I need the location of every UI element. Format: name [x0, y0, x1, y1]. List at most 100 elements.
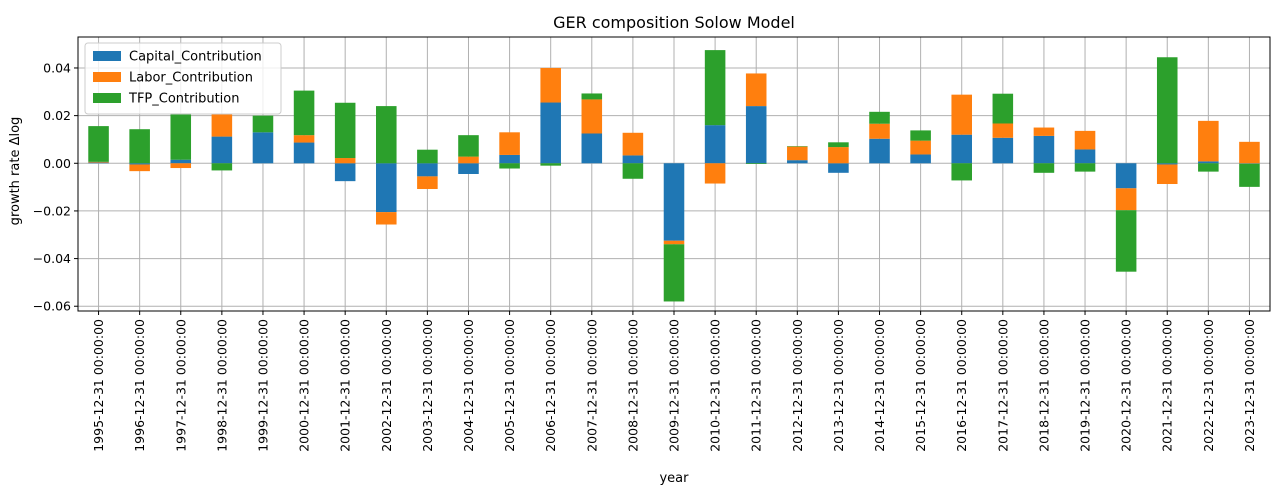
bar-tfp-contribution-2018 — [1034, 163, 1055, 173]
bar-labor-contribution-2020 — [1116, 188, 1137, 210]
x-tick-label: 2007-12-31 00:00:00 — [584, 319, 599, 452]
bar-capital-contribution-2006 — [540, 103, 561, 164]
bar-capital-contribution-2022 — [1198, 161, 1219, 163]
bar-tfp-contribution-2005 — [499, 163, 520, 168]
y-tick-label: −0.04 — [33, 251, 71, 266]
bar-labor-contribution-2011 — [746, 73, 767, 106]
x-tick-label: 2015-12-31 00:00:00 — [913, 319, 928, 452]
legend-swatch-tfp-contribution — [93, 93, 121, 103]
x-axis-label: year — [659, 471, 689, 486]
bar-labor-contribution-2012 — [787, 147, 808, 161]
x-tick-label: 2010-12-31 00:00:00 — [708, 319, 723, 452]
y-tick-label: −0.02 — [33, 203, 71, 218]
chart-title: GER composition Solow Model — [553, 13, 795, 32]
bar-capital-contribution-1998 — [212, 137, 233, 164]
bar-tfp-contribution-2001 — [335, 103, 356, 158]
bar-capital-contribution-2010 — [705, 125, 726, 163]
x-tick-label: 2021-12-31 00:00:00 — [1160, 319, 1175, 452]
bar-capital-contribution-2019 — [1075, 149, 1096, 163]
bar-labor-contribution-2003 — [417, 176, 438, 189]
bar-tfp-contribution-2011 — [746, 163, 767, 164]
bar-capital-contribution-2016 — [951, 135, 972, 164]
bar-labor-contribution-2022 — [1198, 121, 1219, 162]
x-tick-label: 2006-12-31 00:00:00 — [543, 319, 558, 452]
bar-capital-contribution-1997 — [170, 160, 191, 164]
bar-labor-contribution-2002 — [376, 212, 397, 224]
bar-capital-contribution-1996 — [129, 163, 150, 164]
bar-tfp-contribution-2010 — [705, 50, 726, 125]
x-tick-label: 2005-12-31 00:00:00 — [502, 319, 517, 452]
y-tick-label: −0.06 — [33, 299, 71, 314]
y-axis-label: growth rate Δlog — [8, 117, 23, 226]
bar-labor-contribution-2007 — [582, 99, 603, 133]
bar-labor-contribution-1997 — [170, 163, 191, 168]
bar-capital-contribution-2008 — [623, 155, 644, 163]
bar-capital-contribution-2004 — [458, 163, 479, 174]
bar-labor-contribution-2018 — [1034, 128, 1055, 136]
bar-labor-contribution-1995 — [88, 162, 109, 163]
bar-capital-contribution-2002 — [376, 163, 397, 212]
x-tick-label: 2011-12-31 00:00:00 — [749, 319, 764, 452]
x-tick-label: 2009-12-31 00:00:00 — [667, 319, 682, 452]
x-tick-label: 2003-12-31 00:00:00 — [420, 319, 435, 452]
bar-capital-contribution-2007 — [582, 133, 603, 163]
bar-tfp-contribution-2023 — [1239, 164, 1260, 187]
legend-label-labor-contribution: Labor_Contribution — [129, 71, 253, 86]
x-tick-label: 2020-12-31 00:00:00 — [1119, 319, 1134, 452]
bar-labor-contribution-2008 — [623, 133, 644, 156]
bar-labor-contribution-2023 — [1239, 142, 1260, 163]
bar-capital-contribution-1995 — [88, 163, 109, 164]
bar-tfp-contribution-2006 — [540, 163, 561, 165]
bar-tfp-contribution-2008 — [623, 163, 644, 178]
bar-capital-contribution-2015 — [910, 154, 931, 163]
bar-capital-contribution-2018 — [1034, 136, 1055, 163]
bar-tfp-contribution-2017 — [993, 94, 1014, 124]
legend-label-tfp-contribution: TFP_Contribution — [128, 92, 239, 107]
bar-tfp-contribution-2022 — [1198, 163, 1219, 171]
bar-labor-contribution-2006 — [540, 68, 561, 103]
legend-swatch-labor-contribution — [93, 72, 121, 82]
y-tick-label: 0.00 — [43, 156, 71, 171]
bar-capital-contribution-2012 — [787, 160, 808, 163]
bar-tfp-contribution-2009 — [664, 244, 685, 301]
bar-labor-contribution-2004 — [458, 157, 479, 164]
bar-capital-contribution-2021 — [1157, 163, 1178, 164]
bar-capital-contribution-2011 — [746, 106, 767, 163]
bar-capital-contribution-2005 — [499, 155, 520, 163]
bar-capital-contribution-2017 — [993, 138, 1014, 163]
x-tick-label: 2016-12-31 00:00:00 — [954, 319, 969, 452]
bar-labor-contribution-2010 — [705, 163, 726, 183]
bar-capital-contribution-2000 — [294, 143, 315, 164]
x-tick-label: 1995-12-31 00:00:00 — [91, 319, 106, 452]
bar-tfp-contribution-2002 — [376, 106, 397, 163]
bar-tfp-contribution-2021 — [1157, 57, 1178, 163]
bar-tfp-contribution-1997 — [170, 113, 191, 159]
bar-tfp-contribution-2014 — [869, 112, 890, 124]
y-tick-label: 0.02 — [43, 108, 71, 123]
bar-tfp-contribution-2015 — [910, 130, 931, 140]
bar-capital-contribution-1999 — [253, 132, 274, 163]
x-tick-label: 2012-12-31 00:00:00 — [790, 319, 805, 452]
bar-tfp-contribution-2013 — [828, 142, 849, 147]
x-tick-label: 2004-12-31 00:00:00 — [461, 319, 476, 452]
legend-label-capital-contribution: Capital_Contribution — [129, 50, 262, 65]
bar-labor-contribution-2000 — [294, 135, 315, 142]
x-tick-label: 1998-12-31 00:00:00 — [214, 319, 229, 452]
bar-capital-contribution-2020 — [1116, 163, 1137, 188]
legend: Capital_Contribution Labor_Contribution TF… — [85, 43, 281, 114]
bar-labor-contribution-2009 — [664, 241, 685, 245]
legend-swatch-capital-contribution — [93, 51, 121, 61]
x-tick-label: 2017-12-31 00:00:00 — [995, 319, 1010, 452]
bar-tfp-contribution-2020 — [1116, 210, 1137, 271]
x-tick-label: 2002-12-31 00:00:00 — [379, 319, 394, 452]
bar-tfp-contribution-1998 — [212, 163, 233, 170]
bar-tfp-contribution-2000 — [294, 91, 315, 136]
x-tick-label: 1996-12-31 00:00:00 — [132, 319, 147, 452]
x-tick-label: 2001-12-31 00:00:00 — [338, 319, 353, 452]
bar-capital-contribution-2014 — [869, 139, 890, 164]
bar-labor-contribution-2019 — [1075, 131, 1096, 150]
x-tick-label: 2000-12-31 00:00:00 — [297, 319, 312, 452]
bar-tfp-contribution-1996 — [129, 129, 150, 163]
